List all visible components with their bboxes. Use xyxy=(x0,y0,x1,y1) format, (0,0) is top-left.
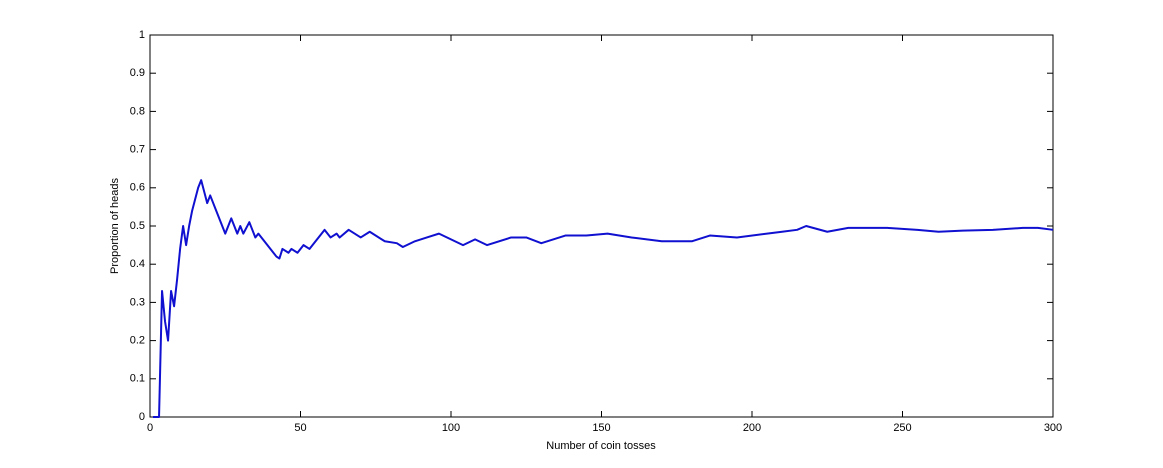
plot-area xyxy=(149,34,1054,418)
x-tick-label: 250 xyxy=(893,422,911,434)
x-tick-label: 0 xyxy=(147,422,153,434)
x-tick-label: 200 xyxy=(743,422,761,434)
y-tick-label: 0 xyxy=(139,411,145,423)
y-tick-label: 0.9 xyxy=(130,67,145,79)
y-tick-label: 0.8 xyxy=(130,105,145,117)
y-tick-label: 0.6 xyxy=(130,182,145,194)
x-tick-label: 150 xyxy=(592,422,610,434)
y-tick-label: 0.4 xyxy=(130,258,145,270)
y-tick-label: 0.1 xyxy=(130,373,145,385)
y-tick-label: 0.3 xyxy=(130,296,145,308)
x-tick-label: 50 xyxy=(294,422,306,434)
data-line xyxy=(153,179,1054,418)
y-tick-label: 0.2 xyxy=(130,335,145,347)
y-tick-label: 1 xyxy=(139,29,145,41)
y-axis-label: Proportion of heads xyxy=(109,177,121,274)
x-tick-label: 100 xyxy=(442,422,460,434)
y-tick-label: 0.5 xyxy=(130,220,145,232)
x-axis-label: Number of coin tosses xyxy=(546,440,656,452)
x-tick-label: 300 xyxy=(1044,422,1062,434)
y-tick-label: 0.7 xyxy=(130,144,145,156)
